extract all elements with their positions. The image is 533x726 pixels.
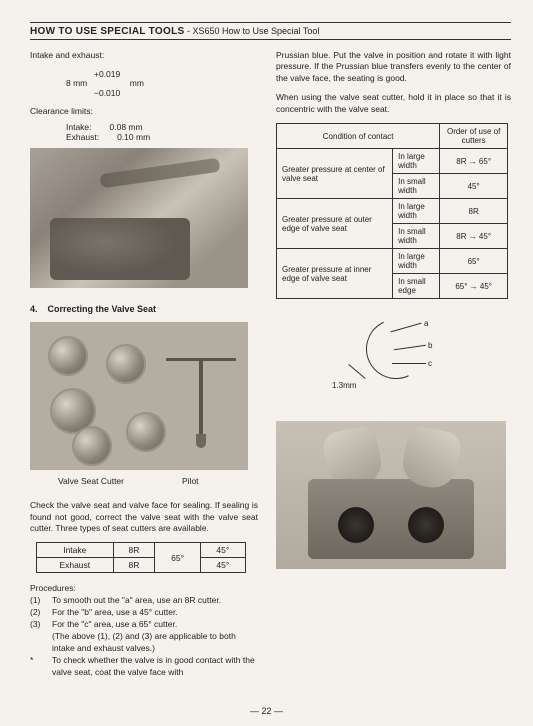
para-check-seat: Check the valve seat and valve face for …: [30, 500, 258, 534]
valve-cutter-icon: [48, 336, 88, 376]
header-title: HOW TO USE SPECIAL TOOLS: [30, 26, 184, 37]
t2-g1a: In large width: [393, 149, 440, 174]
header-sub: - XS650 How to Use Special Tool: [184, 26, 319, 36]
table-row: Greater pressure at center of valve seat…: [277, 149, 508, 174]
table-row: Greater pressure at inner edge of valve …: [277, 249, 508, 274]
clear-exhaust-l: Exhaust:: [66, 132, 99, 142]
diag-b: b: [428, 341, 432, 350]
photo-cutters-pilot: [30, 322, 248, 470]
t2-g2b: In small width: [393, 224, 440, 249]
table-row: Condition of contact Order of use of cut…: [277, 124, 508, 149]
t1-8r: 8R: [113, 543, 155, 558]
cutter-angle-table: Intake 8R 65° 45° Exhaust 8R 45°: [36, 542, 246, 573]
proc-3: For the "c" area, use a 65° cutter.: [52, 619, 177, 631]
proc-num: (1): [30, 595, 52, 607]
t2-g3b: In small edge: [393, 274, 440, 299]
procedures: Procedures: (1)To smooth out the "a" are…: [30, 583, 258, 678]
spec-bot: −0.010: [94, 89, 258, 98]
t2-g3: Greater pressure at inner edge of valve …: [277, 249, 393, 299]
table-row: Exhaust 8R 45°: [37, 558, 246, 573]
proc-num: (3): [30, 619, 52, 631]
t2-h2: Order of use of cutters: [440, 124, 508, 149]
procedures-label: Procedures:: [30, 583, 258, 595]
pilot-tool-icon: [166, 348, 236, 448]
valve-cutter-icon: [72, 426, 112, 466]
t1-intake: Intake: [37, 543, 114, 558]
t2-g2a: In large width: [393, 199, 440, 224]
diag-c: c: [428, 359, 432, 368]
valve-cutter-icon: [106, 344, 146, 384]
t2-g3a: In large width: [393, 249, 440, 274]
photo-hammer-valve: [30, 148, 248, 288]
diag-leader: [392, 363, 426, 364]
t1-45: 45°: [200, 558, 245, 573]
table-row: Intake 8R 65° 45°: [37, 543, 246, 558]
proc-3b: (The above (1), (2) and (3) are applicab…: [52, 631, 258, 655]
t1-exhaust: Exhaust: [37, 558, 114, 573]
t2-g2: Greater pressure at outer edge of valve …: [277, 199, 393, 249]
t2-g1bv: 45°: [440, 174, 508, 199]
t1-45: 45°: [200, 543, 245, 558]
proc-1: To smooth out the "a" area, use an 8R cu…: [52, 595, 221, 607]
t2-g3av: 65°: [440, 249, 508, 274]
t2-g1: Greater pressure at center of valve seat: [277, 149, 393, 199]
diag-dim-line: [348, 364, 365, 379]
t2-g3bv: 65° → 45°: [440, 274, 508, 299]
diag-a: a: [424, 319, 428, 328]
proc-star-text: To check whether the valve is in good co…: [52, 655, 258, 679]
two-column-layout: Intake and exhaust: +0.019 8 mm mm −0.01…: [30, 50, 511, 679]
valve-seat-diagram: a b c 1.3mm: [332, 313, 452, 405]
t2-h1: Condition of contact: [277, 124, 440, 149]
photo-hands-cylinder-head: [276, 421, 506, 569]
clear-intake-l: Intake:: [66, 122, 92, 132]
t2-g1av: 8R → 65°: [440, 149, 508, 174]
page-number: — 22 —: [0, 706, 533, 716]
tolerance-spec: +0.019 8 mm mm −0.010: [66, 70, 258, 98]
page-header: HOW TO USE SPECIAL TOOLS - XS650 How to …: [30, 22, 511, 40]
section-4-heading: 4. Correcting the Valve Seat: [30, 304, 258, 314]
proc-num: (2): [30, 607, 52, 619]
valve-cutter-icon: [126, 412, 166, 452]
diag-dim: 1.3mm: [332, 381, 356, 390]
clearance-values: Intake: 0.08 mm Exhaust: 0.10 mm: [66, 122, 258, 142]
proc-2: For the "b" area, use a 45° cutter.: [52, 607, 178, 619]
clear-exhaust-v: 0.10 mm: [117, 132, 150, 142]
para-prussian-blue: Prussian blue. Put the valve in position…: [276, 50, 511, 84]
label-pilot: Pilot: [182, 476, 199, 486]
intake-exhaust-label: Intake and exhaust:: [30, 50, 258, 60]
proc-star: *: [30, 655, 52, 679]
t1-8r: 8R: [113, 558, 155, 573]
clearance-label: Clearance limits:: [30, 106, 258, 116]
t2-g1b: In small width: [393, 174, 440, 199]
label-valve-seat-cutter: Valve Seat Cutter: [58, 476, 124, 486]
left-column: Intake and exhaust: +0.019 8 mm mm −0.01…: [30, 50, 258, 679]
photo2-labels: Valve Seat Cutter Pilot: [30, 476, 258, 486]
right-column: Prussian blue. Put the valve in position…: [276, 50, 511, 679]
clear-intake-v: 0.08 mm: [110, 122, 143, 132]
contact-condition-table: Condition of contact Order of use of cut…: [276, 123, 508, 299]
t2-g2bv: 8R → 45°: [440, 224, 508, 249]
para-concentric: When using the valve seat cutter, hold i…: [276, 92, 511, 115]
t2-g2av: 8R: [440, 199, 508, 224]
t1-65: 65°: [155, 543, 200, 573]
table-row: Greater pressure at outer edge of valve …: [277, 199, 508, 224]
